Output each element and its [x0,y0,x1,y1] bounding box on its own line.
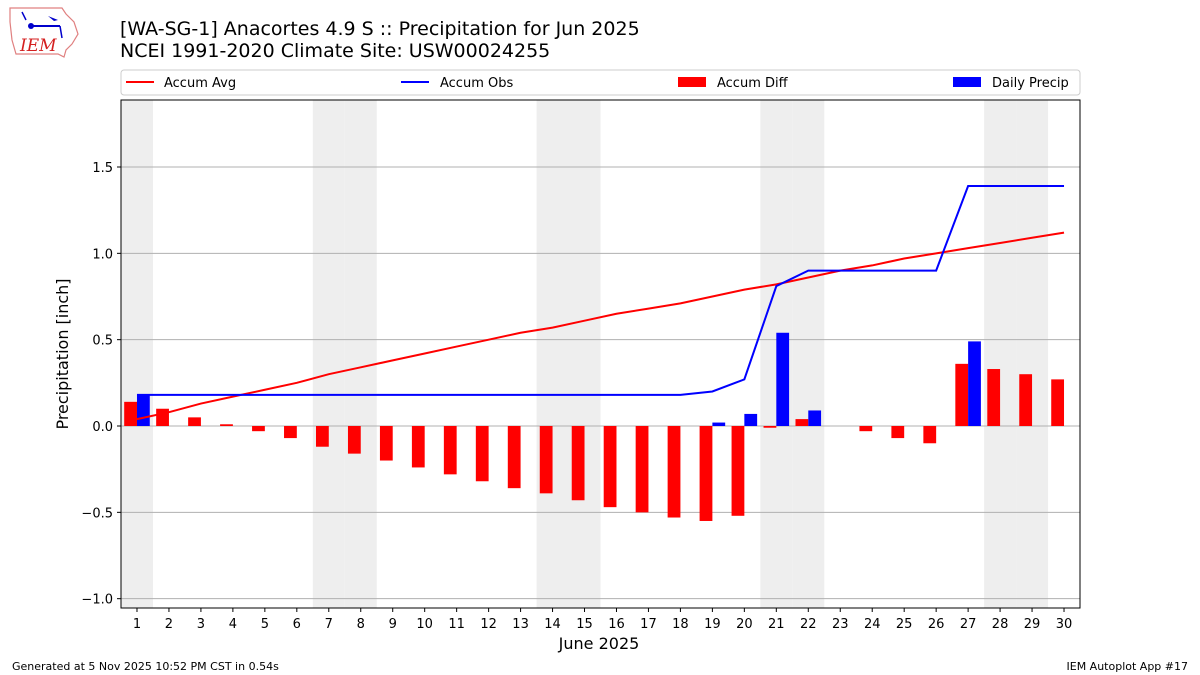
weekend-band [121,100,153,608]
x-tick-label: 28 [992,617,1009,632]
x-tick-label: 9 [389,617,397,632]
x-tick-label: 23 [832,617,849,632]
daily-precip-bar [712,422,726,427]
accum-diff-bar [763,426,777,428]
x-tick-label: 14 [544,617,561,632]
x-tick-label: 22 [800,617,817,632]
x-tick-label: 21 [768,617,785,632]
accum-diff-bar [859,426,873,432]
y-tick-label: 1.0 [92,247,113,262]
accum-diff-bar [124,401,137,427]
weekend-band [792,100,825,608]
weekend-band [568,100,601,608]
plot-frame [120,99,1081,609]
iem-logo: IEM [9,7,79,58]
accum-diff-bar [188,417,201,427]
accum-diff-bar [284,426,297,439]
footer-app: IEM Autoplot App #17 [1067,660,1189,673]
x-tick-label: 18 [672,617,689,632]
x-tick-label: 3 [197,617,205,632]
legend-accum-avg: Accum Avg [164,76,236,91]
x-tick-label: 17 [640,617,657,632]
legend: Accum Avg Accum Obs Accum Diff Daily Pre… [120,69,1081,96]
x-tick-label: 27 [960,617,977,632]
accum-obs-line [136,184,1065,396]
accum-diff-bar [507,426,521,489]
x-tick-label: 2 [165,617,173,632]
y-tick-label: −0.5 [81,506,113,521]
y-tick-label: 0.0 [92,420,113,435]
x-tick-label: 5 [261,617,269,632]
daily-precip-bar [744,413,758,427]
accum-diff-bar [252,426,265,432]
accum-avg-line [136,231,1065,421]
x-tick-label: 19 [704,617,721,632]
daily-precip-bar [776,332,790,427]
accum-diff-bar [315,426,329,447]
x-tick-label: 15 [576,617,593,632]
accum-diff-bar [795,419,809,427]
accum-diff-bar [539,426,553,494]
accum-diff-bar [347,426,361,454]
x-tick-label: 11 [448,617,465,632]
x-tick-label: 13 [512,617,529,632]
daily-precip-bar [808,410,822,427]
accum-diff-bar [443,426,457,475]
accum-diff-bar [571,426,585,501]
x-tick-label: 10 [416,617,433,632]
x-tick-label: 16 [608,617,625,632]
y-tick-label: 1.5 [92,161,113,176]
accum-diff-bar [635,426,649,513]
accum-diff-bar [731,426,745,516]
y-tick-label: −1.0 [81,593,113,608]
weekend-band [536,100,569,608]
weekend-band [312,100,345,608]
x-tick-label: 6 [293,617,301,632]
legend-daily-precip-swatch [953,77,981,87]
accum-diff-bar [475,426,489,482]
accum-diff-bar [379,426,393,461]
legend-accum-diff-swatch [678,77,706,87]
daily-precip-bar [968,341,981,427]
x-tick-label: 29 [1024,617,1041,632]
x-tick-label: 7 [325,617,333,632]
weekend-band [344,100,377,608]
accum-diff-bar [1019,374,1033,427]
x-tick-label: 8 [357,617,365,632]
accum-diff-bar [1051,379,1065,427]
logo-text: IEM [19,36,57,56]
accum-diff-bar [955,363,969,427]
accum-diff-bar [987,369,1001,427]
accum-diff-bar [699,426,713,521]
accum-diff-bar [667,426,681,518]
legend-accum-obs: Accum Obs [440,76,513,91]
x-tick-label: 26 [928,617,945,632]
accum-diff-bar [603,426,617,508]
accum-diff-bar [220,424,233,427]
legend-daily-precip: Daily Precip [992,76,1069,91]
y-axis-label: Precipitation [inch] [53,278,72,429]
chart-subtitle: NCEI 1991-2020 Climate Site: USW00024255 [120,40,550,62]
x-tick-label: 4 [229,617,237,632]
weekend-band [1016,100,1049,608]
x-axis-label: June 2025 [558,634,640,653]
accum-diff-bar [156,408,169,427]
daily-precip-bar [136,394,150,427]
y-tick-label: 0.5 [92,334,113,349]
legend-accum-diff: Accum Diff [717,76,789,91]
x-tick-label: 30 [1056,617,1073,632]
accum-diff-bar [891,426,905,439]
chart-title: [WA-SG-1] Anacortes 4.9 S :: Precipitati… [120,18,640,40]
footer-generated: Generated at 5 Nov 2025 10:52 PM CST in … [12,660,279,673]
weekend-band [984,100,1017,608]
x-tick-label: 1 [133,617,141,632]
x-tick-label: 20 [736,617,753,632]
x-tick-label: 25 [896,617,913,632]
accum-diff-bar [411,426,425,468]
x-tick-label: 24 [864,617,881,632]
accum-diff-bar [923,426,937,444]
x-tick-label: 12 [480,617,497,632]
